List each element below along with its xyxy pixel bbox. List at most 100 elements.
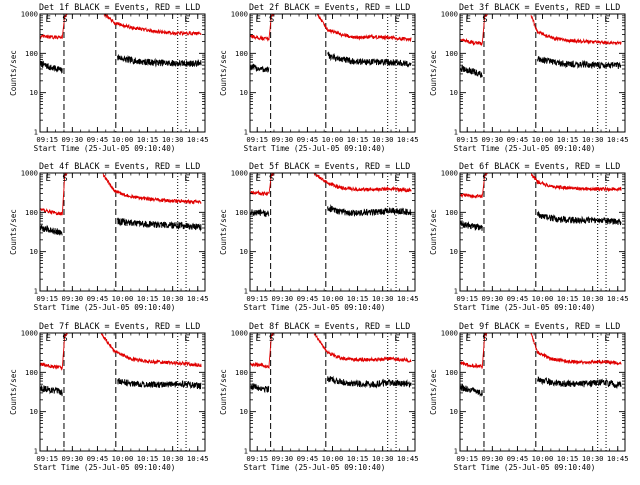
x-tick-label: 09:30 [272, 454, 294, 463]
y-tick-label: 1000 [441, 169, 458, 178]
x-tick-label: 09:30 [62, 294, 84, 303]
x-tick-label: 09:45 [87, 294, 109, 303]
y-axis-label: Counts/sec [219, 50, 228, 96]
x-tick-label: 09:30 [272, 135, 294, 144]
panel-title: Det 6f BLACK = Events, RED = LLD [459, 161, 620, 171]
detector-panel-2: Det 2f BLACK = Events, RED = LLD 1 10 100 10… [219, 2, 419, 153]
x-tick-label: 10:15 [137, 135, 159, 144]
y-tick-label: 1000 [231, 329, 248, 338]
detector-panel-4: Det 4f BLACK = Events, RED = LLD 1 10 100 10… [9, 161, 209, 312]
plot-frame [39, 172, 206, 292]
marker-label-s: S [62, 174, 67, 184]
x-tick-label: 09:15 [246, 294, 268, 303]
lld-series-line [250, 333, 412, 370]
detector-panel-5: Det 5f BLACK = Events, RED = LLD 1 10 100 10… [219, 161, 419, 312]
y-tick-label: 1 [34, 287, 38, 296]
y-tick-label: 10 [239, 407, 248, 416]
y-tick-label: 10 [449, 88, 458, 97]
events-series-line [40, 53, 202, 74]
lld-series-line [460, 173, 622, 199]
y-tick-label: 1 [454, 287, 458, 296]
marker-label-s: S [62, 15, 67, 25]
x-tick-label: 09:30 [62, 135, 84, 144]
y-tick-label: 1 [244, 447, 248, 456]
y-tick-label: 1 [34, 128, 38, 137]
y-tick-label: 1000 [21, 10, 38, 19]
x-tick-label: 09:45 [507, 454, 529, 463]
y-axis-label: Counts/sec [9, 209, 18, 255]
x-tick-label: 09:15 [36, 294, 58, 303]
x-tick-label: 10:00 [532, 294, 554, 303]
x-tick-label: 10:45 [397, 294, 419, 303]
y-tick-label: 10 [239, 88, 248, 97]
lld-series-line [40, 333, 202, 371]
marker-label-e: E [46, 334, 51, 344]
marker-label-s: S [482, 334, 487, 344]
y-tick-label: 1 [454, 447, 458, 456]
y-tick-label: 1000 [21, 329, 38, 338]
y-tick-label: 10 [449, 407, 458, 416]
marker-label-e: E [46, 174, 51, 184]
x-tick-label: 09:45 [507, 135, 529, 144]
x-tick-label: 09:45 [297, 294, 319, 303]
x-axis-label: Start Time (25-Jul-05 09:10:40) [34, 463, 176, 472]
y-tick-label: 10 [449, 247, 458, 256]
x-tick-label: 10:00 [112, 294, 134, 303]
y-tick-label: 10 [29, 407, 38, 416]
panel-title: Det 5f BLACK = Events, RED = LLD [249, 161, 410, 171]
x-axis-label: Start Time (25-Jul-05 09:10:40) [244, 303, 386, 312]
panel-title: Det 4f BLACK = Events, RED = LLD [39, 161, 200, 171]
y-tick-label: 1 [34, 447, 38, 456]
marker-label-s: S [269, 174, 274, 184]
marker-label-e: E [394, 15, 399, 25]
marker-label-e: E [604, 334, 609, 344]
lld-series-line [250, 14, 412, 43]
y-tick-label: 1 [244, 128, 248, 137]
lld-series-line [460, 14, 622, 47]
x-tick-label: 10:15 [137, 454, 159, 463]
y-tick-label: 100 [25, 368, 38, 377]
marker-label-e: E [466, 174, 471, 184]
x-axis-label: Start Time (25-Jul-05 09:10:40) [244, 463, 386, 472]
x-tick-label: 10:00 [532, 454, 554, 463]
panel-title: Det 1f BLACK = Events, RED = LLD [39, 2, 200, 12]
x-tick-label: 10:30 [372, 454, 394, 463]
y-axis-label: Counts/sec [429, 369, 438, 415]
detector-panel-9: Det 9f BLACK = Events, RED = LLD 1 10 100 10… [429, 321, 629, 472]
detector-panel-8: Det 8f BLACK = Events, RED = LLD 1 10 100 10… [219, 321, 419, 472]
x-tick-label: 09:15 [36, 135, 58, 144]
x-axis-label: Start Time (25-Jul-05 09:10:40) [34, 144, 176, 153]
panel-title: Det 9f BLACK = Events, RED = LLD [459, 321, 620, 331]
x-tick-label: 10:45 [187, 294, 209, 303]
x-tick-label: 10:15 [137, 294, 159, 303]
x-tick-label: 10:45 [607, 135, 629, 144]
plot-frame [459, 172, 626, 292]
events-series-line [460, 56, 622, 78]
marker-label-s: S [482, 15, 487, 25]
y-axis-label: Counts/sec [429, 209, 438, 255]
y-tick-label: 1 [244, 287, 248, 296]
x-tick-label: 10:15 [347, 454, 369, 463]
panel-title: Det 2f BLACK = Events, RED = LLD [249, 2, 410, 12]
x-tick-label: 10:00 [532, 135, 554, 144]
x-tick-label: 09:15 [246, 135, 268, 144]
marker-label-e: E [256, 174, 261, 184]
x-tick-label: 09:15 [36, 454, 58, 463]
y-axis-label: Counts/sec [9, 369, 18, 415]
y-tick-label: 10 [29, 247, 38, 256]
marker-label-e: E [466, 334, 471, 344]
detector-panel-3: Det 3f BLACK = Events, RED = LLD 1 10 100 10… [429, 2, 629, 153]
x-tick-label: 10:45 [607, 294, 629, 303]
y-axis-label: Counts/sec [429, 50, 438, 96]
x-tick-label: 10:45 [397, 454, 419, 463]
x-tick-label: 09:15 [456, 135, 478, 144]
events-series-line [250, 51, 412, 73]
x-tick-label: 09:15 [456, 294, 478, 303]
x-tick-label: 09:30 [482, 294, 504, 303]
x-tick-label: 10:15 [557, 294, 579, 303]
marker-label-s: S [269, 334, 274, 344]
plot-frame [249, 172, 416, 292]
events-series-line [250, 204, 412, 218]
